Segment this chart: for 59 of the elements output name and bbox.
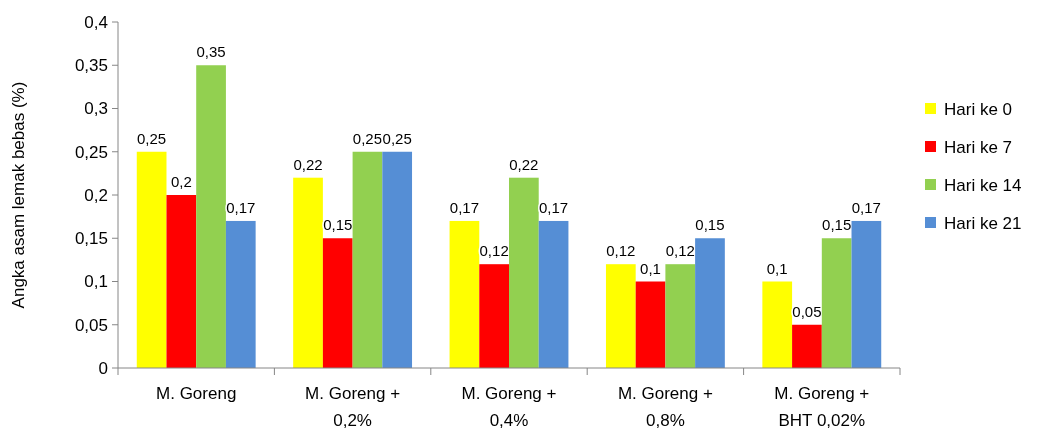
legend-label: Hari ke 0: [944, 99, 1013, 119]
data-label: 0,17: [449, 198, 480, 216]
bar: [293, 177, 323, 368]
bar: [635, 281, 666, 368]
data-label: 0,25: [382, 129, 412, 147]
data-label: 0,15: [323, 216, 353, 234]
bar: [538, 220, 569, 368]
bar: [166, 195, 197, 368]
data-label: 0,12: [606, 242, 636, 260]
data-label: 0,22: [509, 155, 539, 173]
bar: [762, 281, 793, 368]
bar: [695, 238, 725, 368]
data-label: 0,17: [226, 198, 256, 216]
y-tick-label: 0,4: [84, 12, 108, 32]
legend-label: Hari ke 7: [944, 137, 1013, 157]
y-tick-label: 0,1: [84, 272, 108, 292]
bar: [605, 264, 636, 368]
data-label: 0,12: [665, 242, 695, 260]
legend-label: Hari ke 14: [944, 175, 1022, 195]
bar: [509, 177, 539, 368]
bar: [821, 238, 852, 368]
data-label: 0,15: [695, 216, 725, 234]
x-tick-label: M. Goreng + 0,2%: [305, 384, 401, 430]
y-tick-label: 0,35: [74, 56, 108, 76]
data-label: 0,35: [196, 43, 226, 61]
data-label: 0,1: [766, 259, 788, 277]
bar: [322, 238, 353, 368]
data-label: 0,22: [293, 155, 323, 173]
bar: [665, 264, 696, 368]
data-label: 0,25: [352, 129, 383, 147]
data-label: 0,15: [822, 216, 852, 234]
y-tick-label: 0,25: [74, 142, 108, 162]
data-label: 0,17: [538, 198, 569, 216]
y-tick-label: 0,05: [74, 315, 108, 335]
data-label: 0,1: [640, 259, 661, 277]
bar: [792, 324, 822, 368]
bar: [225, 220, 256, 368]
bar: [449, 220, 480, 368]
bar: [382, 151, 413, 368]
y-tick-label: 0: [98, 358, 108, 378]
y-tick-label: 0,15: [74, 229, 108, 249]
data-label: 0,05: [792, 302, 822, 320]
data-label: 0,25: [137, 129, 167, 147]
bar: [352, 151, 383, 368]
x-tick-label: M. Goreng + 0,8%: [617, 384, 713, 430]
y-tick-label: 0,2: [84, 185, 108, 205]
data-label: 0,2: [170, 173, 192, 190]
x-tick-label: M. Goreng: [156, 384, 237, 403]
y-tick-label: 0,3: [84, 99, 108, 119]
bar: [196, 65, 226, 368]
x-tick-label: M. Goreng + 0,4%: [461, 384, 557, 430]
bar: [136, 151, 167, 368]
bar: [851, 220, 882, 368]
y-axis-title: Angka asam lemak bebas (%): [9, 81, 28, 309]
data-label: 0,12: [479, 242, 509, 260]
legend-label: Hari ke 21: [944, 213, 1022, 233]
x-tick-label: M. Goreng + BHT 0,02%: [774, 384, 870, 430]
data-label: 0,17: [851, 198, 881, 216]
bar: [479, 264, 509, 368]
